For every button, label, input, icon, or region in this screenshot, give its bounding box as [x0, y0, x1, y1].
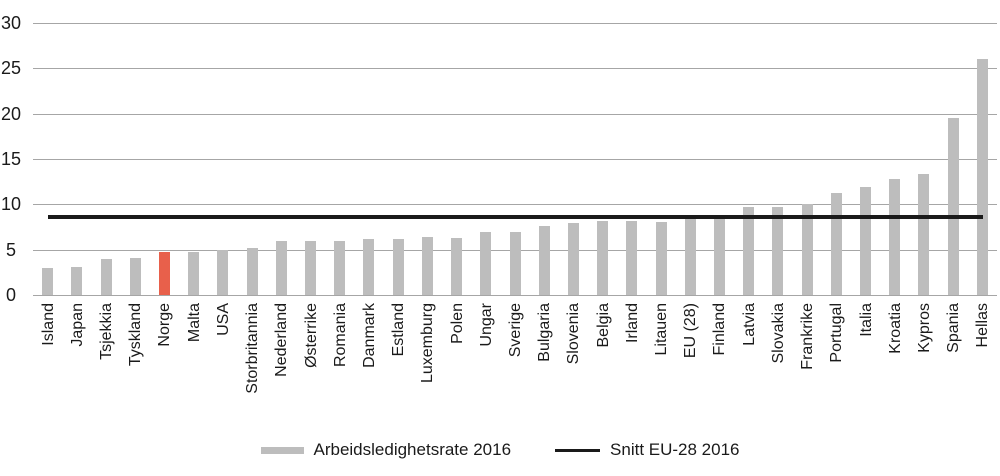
bar-Irland: [626, 221, 637, 295]
legend-item-unemployment-rate: Arbeidsledighetsrate 2016: [260, 440, 512, 460]
x-axis-category-label: Hellas: [974, 303, 991, 348]
y-gridline-10: [33, 204, 997, 206]
chart-legend: Arbeidsledighetsrate 2016 Snitt EU-28 20…: [0, 440, 1000, 460]
average-line-swatch: [555, 448, 601, 452]
x-axis-category-label: Romania: [332, 303, 349, 368]
y-axis-tick-label: 30: [0, 13, 22, 33]
eu-average-line: [48, 215, 983, 219]
bar-Østerrike: [305, 241, 316, 295]
legend-label-eu-average: Snitt EU-28 2016: [610, 440, 740, 459]
x-axis-category-label: Storbritannia: [244, 303, 261, 394]
bar-Latvia: [743, 207, 754, 295]
bar-Sverige: [510, 232, 521, 295]
x-axis-category-label: Frankrike: [799, 303, 816, 370]
y-axis-tick-label: 20: [0, 103, 22, 124]
y-gridline-20: [33, 113, 997, 115]
bar-EU (28): [685, 217, 696, 295]
x-axis-category-label: Kroatia: [887, 303, 904, 354]
x-axis-category-label: EU (28): [682, 303, 699, 359]
legend-label-unemployment-rate: Arbeidsledighetsrate 2016: [313, 440, 512, 459]
bar-Litauen: [656, 222, 667, 295]
bar-Luxemburg: [422, 237, 433, 295]
x-axis-category-label: Estland: [390, 303, 407, 357]
x-axis-category-label: Slovenia: [565, 303, 582, 365]
bar-Belgia: [597, 221, 608, 295]
bar-Bulgaria: [539, 226, 550, 295]
x-axis-category-label: Østerrike: [303, 303, 320, 368]
x-axis-category-label: USA: [215, 303, 232, 336]
bar-Kroatia: [889, 179, 900, 295]
x-axis-category-label: Island: [40, 303, 57, 346]
bar-Ungar: [480, 232, 491, 295]
bar-Danmark: [363, 239, 374, 295]
bar-Island: [42, 268, 53, 295]
bar-Estland: [393, 239, 404, 295]
bar-series-swatch: [260, 446, 304, 454]
bar-Malta: [188, 252, 199, 295]
x-axis-category-label: Norge: [156, 303, 173, 347]
bar-Hellas: [977, 59, 988, 295]
x-axis-category-label: Latvia: [741, 303, 758, 346]
x-axis-category-label: Tsjekkia: [98, 303, 115, 360]
x-axis-category-label: Kypros: [916, 303, 933, 353]
x-axis-category-label: Ungar: [478, 303, 495, 347]
x-axis-category-label: Sverige: [507, 303, 524, 358]
x-axis-category-label: Belgia: [595, 303, 612, 348]
bar-Spania: [948, 118, 959, 295]
bar-Kypros: [918, 174, 929, 295]
x-axis-category-label: Slovakia: [770, 303, 787, 364]
bar-Storbritannia: [247, 248, 258, 295]
x-axis-category-label: Polen: [449, 303, 466, 344]
bar-Romania: [334, 241, 345, 295]
bar-Tyskland: [130, 258, 141, 295]
bar-Nederland: [276, 241, 287, 295]
x-axis-category-label: Portugal: [828, 303, 845, 363]
bar-Slovakia: [772, 207, 783, 295]
x-axis-category-label: Nederland: [273, 303, 290, 377]
y-gridline-25: [33, 68, 997, 70]
bar-Slovenia: [568, 223, 579, 295]
x-axis-category-label: Tyskland: [127, 303, 144, 367]
x-axis-category-label: Malta: [186, 303, 203, 343]
bar-Portugal: [831, 193, 842, 295]
bar-Frankrike: [802, 204, 813, 295]
bar-USA: [217, 250, 228, 295]
x-axis-category-label: Luxemburg: [419, 303, 436, 384]
y-axis-tick-label: 10: [0, 194, 22, 215]
y-gridline-15: [33, 159, 997, 160]
y-gridline-0: [33, 295, 997, 296]
x-axis-category-label: Litauen: [653, 303, 670, 356]
bar-Polen: [451, 238, 462, 295]
y-gridline-30: [33, 23, 997, 24]
x-axis-category-label: Italia: [858, 303, 875, 337]
bar-Japan: [71, 267, 82, 295]
bar-Tsjekkia: [101, 259, 112, 295]
x-axis-category-label: Finland: [711, 303, 728, 356]
x-axis-category-label: Danmark: [361, 303, 378, 368]
bar-Finland: [714, 215, 725, 295]
x-axis-category-label: Irland: [624, 303, 641, 344]
x-axis-category-label: Japan: [69, 303, 86, 347]
bar-Italia: [860, 187, 871, 295]
y-axis-tick-label: 25: [0, 58, 22, 79]
y-axis-tick-label: 5: [5, 239, 16, 260]
bar-highlight-Norge: [159, 252, 170, 295]
y-axis-tick-label: 0: [5, 285, 16, 305]
x-axis-category-label: Bulgaria: [536, 303, 553, 362]
legend-item-eu-average: Snitt EU-28 2016: [555, 440, 740, 460]
y-axis-tick-label: 15: [0, 149, 22, 169]
x-axis-category-label: Spania: [945, 303, 962, 353]
